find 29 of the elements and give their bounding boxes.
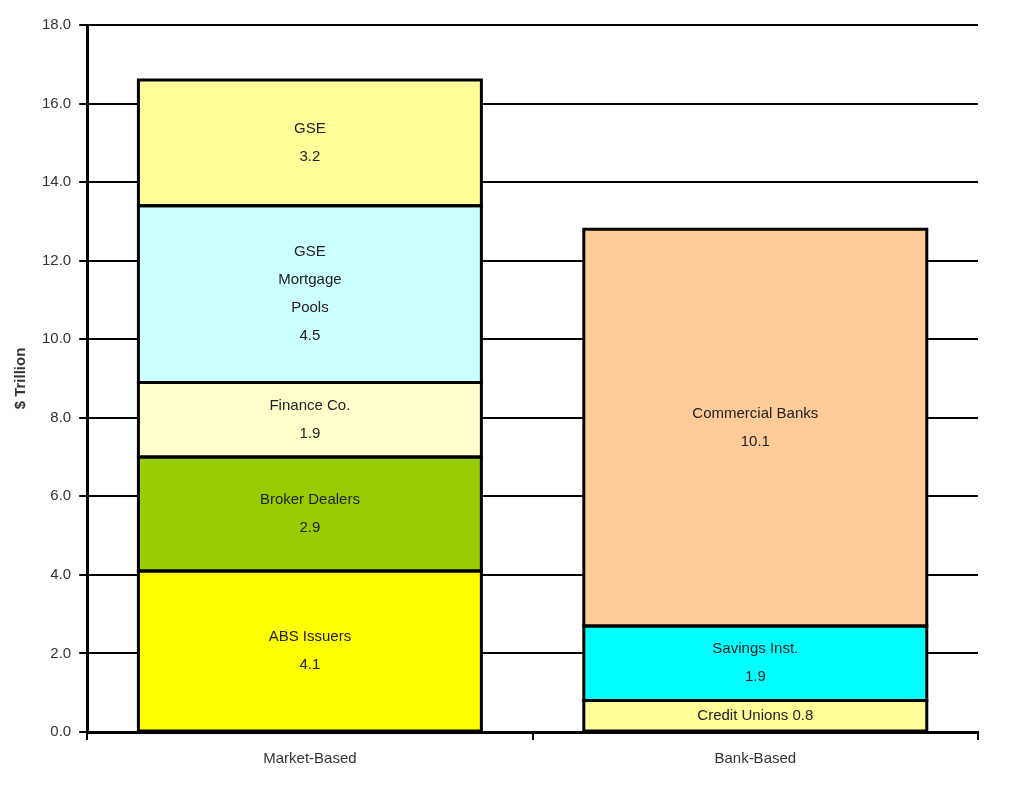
x-tick-label: Market-Based: [263, 749, 357, 767]
series-label: Commercial Banks: [692, 403, 819, 421]
y-tick-label: 12.0: [41, 250, 72, 268]
data-label: 2.9: [299, 518, 321, 536]
y-tick-label: 16.0: [41, 93, 72, 111]
x-tick-label: Bank-Based: [714, 749, 797, 767]
data-label: 1.9: [299, 423, 321, 441]
series-label: Finance Co.: [269, 395, 351, 413]
y-tick-label: 14.0: [41, 172, 72, 190]
series-label: GSE: [294, 118, 326, 136]
series-label: Credit Unions: [697, 705, 793, 723]
y-tick-label: 0.0: [50, 722, 72, 740]
data-label: 3.2: [299, 146, 321, 164]
data-label: 4.1: [299, 655, 321, 673]
y-tick-label: 8.0: [50, 407, 72, 425]
series-label: Broker Dealers: [259, 490, 360, 508]
y-axis-title: $ Trillion: [11, 347, 29, 410]
y-tick-label: 2.0: [50, 643, 72, 661]
y-tick-label: 18.0: [41, 15, 72, 33]
y-tick-label: 10.0: [41, 329, 72, 347]
data-label: 4.5: [299, 326, 321, 344]
data-label: 10.1: [740, 431, 770, 449]
series-label: ABS Issuers: [268, 627, 352, 645]
data-label: 1.9: [744, 667, 766, 685]
data-label: 0.8: [792, 705, 814, 723]
series-label: Savings Inst.: [712, 639, 799, 657]
series-label: GSE Mortgage Pools: [278, 242, 342, 316]
y-tick-label: 6.0: [50, 486, 72, 504]
y-tick-label: 4.0: [50, 565, 72, 583]
